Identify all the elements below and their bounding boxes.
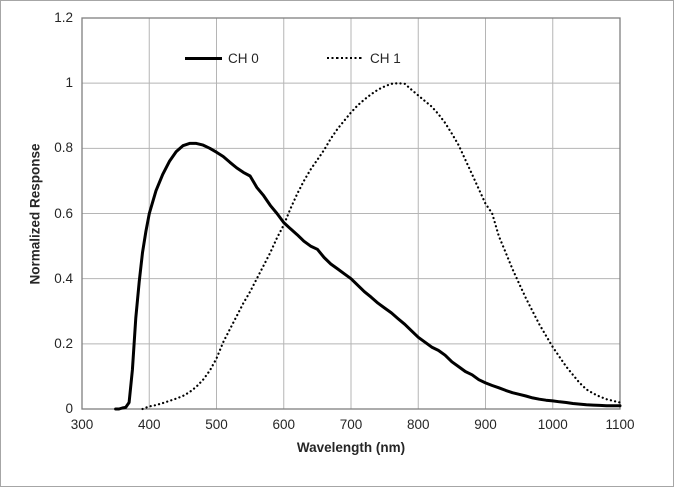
x-tick-label: 500 (205, 417, 228, 432)
ch1-dotted-line-sample (327, 56, 364, 60)
curve-ch1 (141, 82, 622, 411)
x-tick-label: 800 (406, 417, 430, 432)
y-tick-label: 0.2 (54, 335, 73, 351)
x-tick-label: 1000 (537, 417, 568, 432)
y-tick-label: 0.6 (54, 205, 73, 221)
legend-item-ch0: CH 0 (185, 50, 259, 66)
x-axis-title: Wavelength (nm) (296, 440, 406, 455)
ch0-solid-line-sample (185, 56, 222, 60)
y-tick-label: 0 (65, 401, 73, 416)
x-tick-label: 300 (70, 417, 94, 432)
y-tick-label: 1 (65, 75, 73, 91)
y-tick-label: 1.2 (54, 10, 73, 25)
x-tick-label: 700 (339, 417, 363, 432)
x-tick-label: 1100 (605, 417, 635, 432)
legend-item-ch1: CH 1 (327, 50, 401, 66)
y-tick-label: 0.8 (54, 140, 73, 156)
curve-ch0 (114, 141, 622, 411)
x-tick-label: 400 (137, 417, 161, 432)
x-tick-label: 900 (474, 417, 497, 432)
y-tick-label: 0.4 (54, 270, 73, 286)
legend-label-ch0: CH 0 (228, 50, 259, 66)
legend-label-ch1: CH 1 (370, 50, 401, 66)
plot-border (81, 17, 621, 410)
x-tick-label: 600 (272, 417, 296, 432)
